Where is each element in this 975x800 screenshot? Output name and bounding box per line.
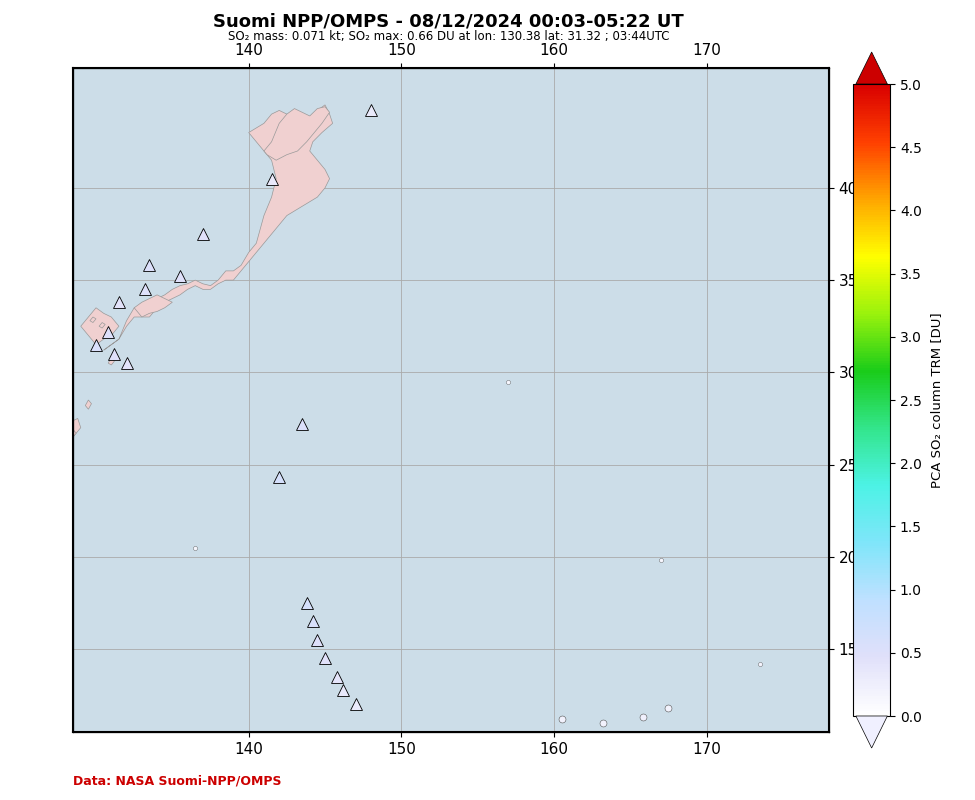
- Text: SO₂ mass: 0.071 kt; SO₂ max: 0.66 DU at lon: 130.38 lat: 31.32 ; 03:44UTC: SO₂ mass: 0.071 kt; SO₂ max: 0.66 DU at …: [228, 30, 669, 42]
- Polygon shape: [99, 322, 105, 328]
- Polygon shape: [70, 430, 76, 437]
- Polygon shape: [103, 105, 332, 350]
- Polygon shape: [135, 295, 173, 317]
- Polygon shape: [70, 418, 81, 437]
- Polygon shape: [86, 400, 92, 410]
- Polygon shape: [264, 106, 330, 160]
- Text: Suomi NPP/OMPS - 08/12/2024 00:03-05:22 UT: Suomi NPP/OMPS - 08/12/2024 00:03-05:22 …: [214, 12, 683, 30]
- Polygon shape: [90, 317, 96, 322]
- Text: Data: NASA Suomi-NPP/OMPS: Data: NASA Suomi-NPP/OMPS: [73, 775, 282, 788]
- Polygon shape: [81, 308, 119, 345]
- Y-axis label: PCA SO₂ column TRM [DU]: PCA SO₂ column TRM [DU]: [930, 312, 943, 488]
- Polygon shape: [62, 437, 68, 444]
- Polygon shape: [108, 358, 114, 365]
